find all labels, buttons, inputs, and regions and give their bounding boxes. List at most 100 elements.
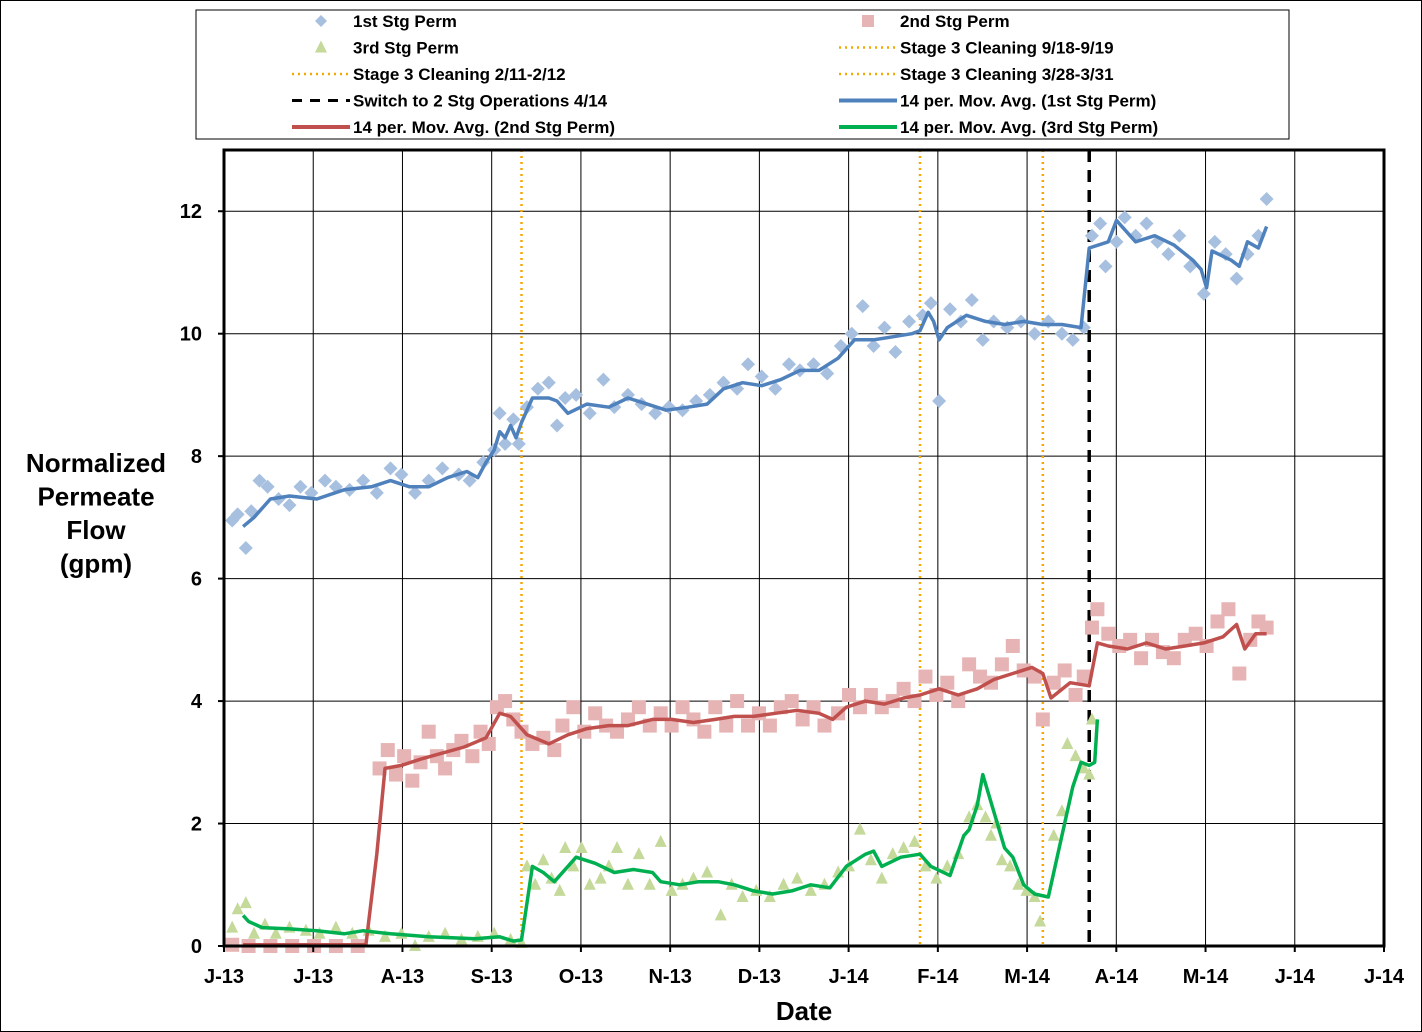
legend-entry: 14 per. Mov. Avg. (3rd Stg Perm)	[839, 118, 1158, 137]
data-point-triangle	[875, 871, 888, 884]
y-tick-label: 2	[191, 814, 202, 836]
data-point-triangle	[611, 841, 624, 854]
plot-frame	[222, 148, 1386, 948]
legend-entry: Stage 3 Cleaning 9/18-9/19	[839, 39, 1114, 58]
data-point-diamond	[1139, 216, 1154, 231]
data-point-triangle	[804, 883, 817, 896]
data-point-triangle	[701, 865, 714, 878]
x-axis-title: Date	[776, 996, 832, 1026]
data-point-diamond	[844, 326, 859, 341]
data-point-triangle	[1055, 804, 1068, 817]
data-point-triangle	[665, 883, 678, 896]
legend-entry: 14 per. Mov. Avg. (1st Stg Perm)	[839, 92, 1156, 111]
data-point-diamond	[506, 412, 521, 427]
data-point-diamond	[498, 436, 513, 451]
data-point-diamond	[530, 381, 545, 396]
data-point-square	[1068, 687, 1083, 702]
data-point-diamond	[768, 381, 783, 396]
data-point-square	[481, 736, 496, 751]
data-point-square	[741, 718, 756, 733]
data-point-diamond	[1093, 216, 1108, 231]
data-point-square	[1188, 626, 1203, 641]
y-axis-title-line: Flow	[66, 515, 126, 545]
data-point-triangle	[984, 828, 997, 841]
data-point-square	[525, 736, 540, 751]
series-line	[243, 622, 1267, 947]
legend-entry: Stage 3 Cleaning 3/28-3/31	[839, 65, 1114, 84]
legend-box	[195, 9, 1290, 140]
data-point-diamond	[569, 387, 584, 402]
data-point-diamond	[754, 369, 769, 384]
data-point-square	[1210, 614, 1225, 629]
data-point-triangle	[1077, 761, 1090, 774]
data-point-square	[1259, 620, 1274, 635]
data-point-diamond	[558, 390, 573, 405]
data-point-triangle	[379, 929, 392, 942]
data-point-square	[1166, 651, 1181, 666]
x-tick-label: F-14	[917, 966, 959, 988]
data-point-diamond	[1117, 210, 1132, 225]
data-point-triangle	[791, 871, 804, 884]
data-point-diamond	[964, 293, 979, 308]
data-point-triangle	[567, 859, 580, 872]
data-point-triangle	[736, 890, 749, 903]
data-point-diamond	[238, 541, 253, 555]
data-point-square	[454, 733, 469, 748]
data-point-diamond	[1196, 286, 1211, 301]
x-tick-label: A-14	[1095, 966, 1139, 988]
data-point-square	[918, 669, 933, 684]
data-point-square	[397, 749, 412, 764]
data-point-diamond	[1065, 332, 1080, 347]
series-line	[241, 218, 1269, 528]
data-point-triangle	[1061, 736, 1074, 749]
legend-entry: 2nd Stg Perm	[862, 12, 1010, 31]
data-point-square	[388, 767, 403, 782]
data-point-triangle	[714, 908, 727, 921]
data-point-triangle	[941, 859, 954, 872]
data-point-square	[566, 700, 581, 715]
data-point-diamond	[394, 467, 409, 482]
data-point-square	[842, 687, 857, 702]
data-point-triangle	[520, 859, 533, 872]
data-point-diamond	[244, 504, 259, 519]
x-tick-label: M-14	[1183, 966, 1229, 988]
data-point-square	[588, 706, 603, 721]
data-point-square	[1101, 626, 1116, 641]
moving-average-line	[241, 719, 1100, 943]
y-tick-label: 8	[191, 446, 202, 468]
legend: 1st Stg Perm 2nd Stg Perm 3rd Stg Perm Stag…	[195, 9, 1290, 140]
series-line	[241, 719, 1100, 943]
data-point-square	[784, 694, 799, 709]
legend-triangle-marker	[315, 40, 327, 53]
data-point-triangle	[594, 871, 607, 884]
data-point-diamond	[1109, 234, 1124, 249]
data-point-square	[896, 681, 911, 696]
legend-label: Stage 3 Cleaning 9/18-9/19	[900, 39, 1114, 58]
data-point-square	[973, 669, 988, 684]
data-point-triangle	[529, 877, 542, 890]
plot-area	[225, 150, 1274, 953]
data-point-diamond	[282, 498, 297, 513]
data-point-square	[653, 706, 668, 721]
data-point-square	[380, 743, 395, 758]
data-point-square	[1057, 663, 1072, 678]
data-point-diamond	[1218, 247, 1233, 262]
data-point-triangle	[864, 853, 877, 866]
data-point-diamond	[1027, 326, 1042, 341]
data-point-triangle	[575, 841, 588, 854]
data-point-triangle	[248, 926, 261, 939]
data-point-triangle	[777, 877, 790, 890]
data-point-diamond	[462, 473, 477, 488]
data-point-square	[817, 718, 832, 733]
y-axis-title-line: Normalized	[26, 448, 166, 478]
data-point-triangle	[329, 920, 342, 933]
data-point-diamond	[252, 473, 267, 488]
data-point-triangle	[1034, 914, 1047, 927]
data-point-triangle	[1085, 712, 1098, 725]
data-point-diamond	[383, 461, 398, 476]
data-point-triangle	[226, 920, 239, 933]
data-point-square	[1027, 669, 1042, 684]
data-point-diamond	[369, 485, 384, 500]
data-point-diamond	[1084, 228, 1099, 243]
data-point-square	[762, 718, 777, 733]
